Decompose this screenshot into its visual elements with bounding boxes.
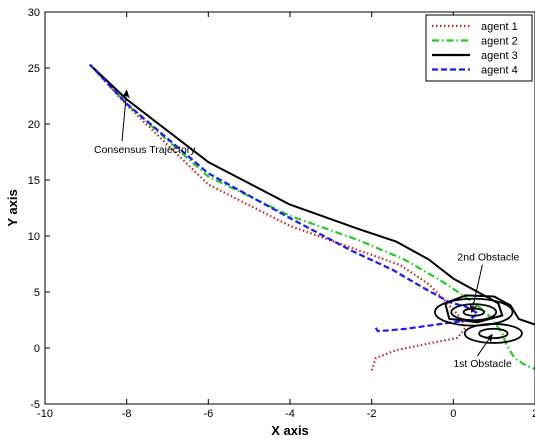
y-tick-label: 25 <box>28 63 40 75</box>
y-axis-label: Y axis <box>5 189 20 226</box>
legend-label-1: agent 1 <box>481 21 518 33</box>
axes-layer: -10 -8 -6 -4 -2 0 2 -5 0 5 10 15 20 25 30 <box>28 7 535 420</box>
x-axis-label: X axis <box>271 423 309 438</box>
x-tick-label: -8 <box>122 408 132 420</box>
y-tick-label: 5 <box>34 287 40 299</box>
obstacle-1-ring-1 <box>478 327 509 340</box>
annotation-label-1: Consensus Trajectory <box>94 144 196 156</box>
x-tick-label: -6 <box>203 408 213 420</box>
y-tick-label: 15 <box>28 175 40 187</box>
series-line-1 <box>89 63 467 371</box>
legend-label-2: agent 2 <box>481 36 518 48</box>
legend-label-4: agent 4 <box>481 65 518 77</box>
x-tick-label: 2 <box>532 408 535 420</box>
x-tick-label: -4 <box>285 408 295 420</box>
annotation-label-3: 1st Obstacle <box>453 358 512 370</box>
legend: agent 1 agent 2 agent 3 agent 4 <box>425 14 533 82</box>
y-tick-label: 20 <box>28 119 40 131</box>
obstacle-2-ring-3 <box>434 297 514 327</box>
annotation-arrow-1 <box>121 89 130 142</box>
annotation-layer: Consensus Trajectory 2nd Obstacle 1st Obst… <box>94 89 519 370</box>
y-tick-label: -5 <box>30 399 40 411</box>
legend-label-3: agent 3 <box>481 50 518 62</box>
series-line-2 <box>89 63 535 371</box>
x-tick-label: -2 <box>367 408 377 420</box>
annotation-label-2: 2nd Obstacle <box>457 252 519 264</box>
annotation-arrow-3 <box>476 333 493 357</box>
series-line-3 <box>89 63 535 326</box>
x-tick-label: 0 <box>450 408 456 420</box>
y-tick-label: 10 <box>28 231 40 243</box>
x-tick-label: -10 <box>37 408 53 420</box>
annotation-arrow-2 <box>469 264 483 314</box>
y-tick-label: 30 <box>28 7 40 19</box>
y-tick-label: 0 <box>34 343 40 355</box>
